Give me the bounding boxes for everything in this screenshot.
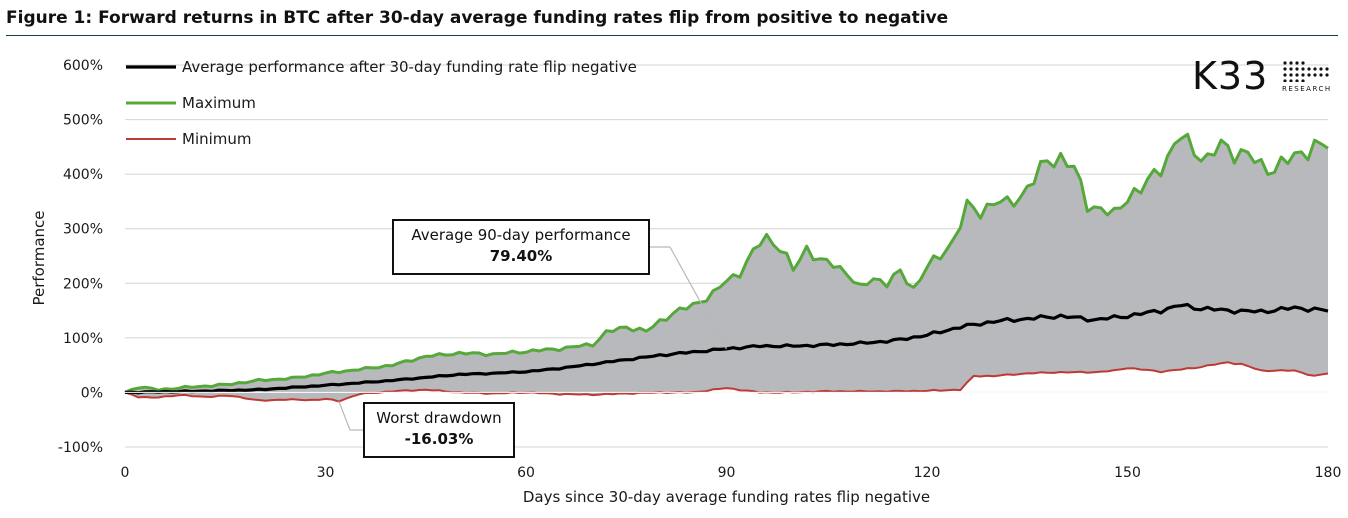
avg-annotation-label: Average 90-day performance [411, 226, 631, 244]
y-tick-label: 300% [63, 222, 103, 238]
legend-label-average: Average performance after 30-day funding… [182, 58, 637, 76]
drawdown-annotation-box: Worst drawdown -16.03% [363, 402, 515, 458]
x-tick-label: 150 [1114, 465, 1141, 481]
y-tick-label: 200% [63, 276, 103, 292]
y-tick-label: 400% [63, 167, 103, 183]
k33-logo: K33 RESEARCH [1192, 54, 1337, 98]
y-axis-ticks: -100% 0% 100% 200% 300% 400% 500% 600% [58, 58, 103, 456]
drawdown-annotation-label: Worst drawdown [376, 409, 502, 427]
legend-label-minimum: Minimum [182, 130, 252, 148]
series-line-minimum [124, 361, 1329, 403]
y-axis-title: Performance [30, 210, 48, 305]
x-tick-label: 120 [914, 465, 941, 481]
legend-label-maximum: Maximum [182, 94, 256, 112]
y-tick-label: -100% [58, 440, 103, 456]
logo-sub: RESEARCH [1282, 85, 1332, 93]
max-min-band [125, 134, 1328, 402]
x-tick-label: 60 [517, 465, 535, 481]
series-line-maximum [124, 132, 1329, 394]
figure-title: Figure 1: Forward returns in BTC after 3… [6, 8, 949, 28]
y-tick-label: 100% [63, 331, 103, 347]
logo-mark: K33 [1192, 54, 1269, 98]
x-axis-title: Days since 30-day average funding rates … [523, 488, 930, 506]
y-tick-label: 500% [63, 113, 103, 129]
avg-annotation-value: 79.40% [489, 247, 553, 265]
x-tick-label: 90 [718, 465, 736, 481]
logo-dots-icon [1283, 61, 1329, 82]
title-divider [6, 35, 1338, 36]
x-tick-label: 0 [121, 465, 130, 481]
avg-annotation-leader-diag [669, 246, 728, 350]
drawdown-annotation-leader [338, 400, 351, 431]
x-tick-label: 180 [1315, 465, 1342, 481]
drawdown-annotation-value: -16.03% [404, 430, 474, 448]
y-tick-label: 600% [63, 58, 103, 74]
legend: Average performance after 30-day funding… [126, 58, 637, 148]
y-tick-label: 0% [81, 385, 103, 401]
x-tick-label: 30 [317, 465, 335, 481]
avg-annotation-box: Average 90-day performance 79.40% [392, 219, 650, 275]
x-axis-ticks: 0 30 60 90 120 150 180 [121, 465, 1342, 481]
